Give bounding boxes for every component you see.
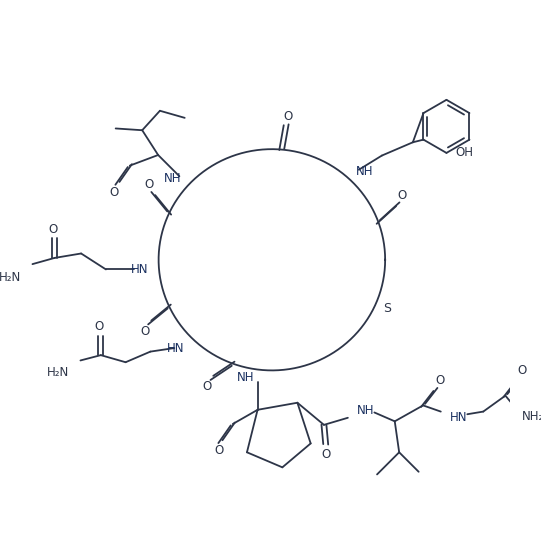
Text: NH: NH (357, 404, 374, 417)
Text: OH: OH (455, 147, 473, 159)
Text: O: O (144, 178, 154, 191)
Text: H₂N: H₂N (47, 366, 69, 380)
Text: O: O (283, 110, 293, 123)
Text: O: O (141, 325, 150, 338)
Text: NH: NH (237, 370, 255, 383)
Text: O: O (203, 380, 212, 393)
Text: O: O (436, 374, 445, 387)
Text: O: O (518, 364, 527, 377)
Text: H₂N: H₂N (0, 271, 21, 284)
Text: NH: NH (163, 172, 181, 184)
Text: HN: HN (167, 342, 185, 356)
Text: O: O (95, 321, 104, 333)
Text: O: O (214, 444, 223, 457)
Text: HN: HN (131, 263, 148, 276)
Text: O: O (321, 447, 331, 461)
Text: NH₂: NH₂ (522, 410, 541, 423)
Text: S: S (384, 302, 391, 315)
Text: HN: HN (450, 411, 467, 424)
Text: NH: NH (355, 165, 373, 178)
Text: O: O (48, 223, 57, 236)
Text: O: O (109, 185, 118, 199)
Text: O: O (398, 189, 407, 202)
